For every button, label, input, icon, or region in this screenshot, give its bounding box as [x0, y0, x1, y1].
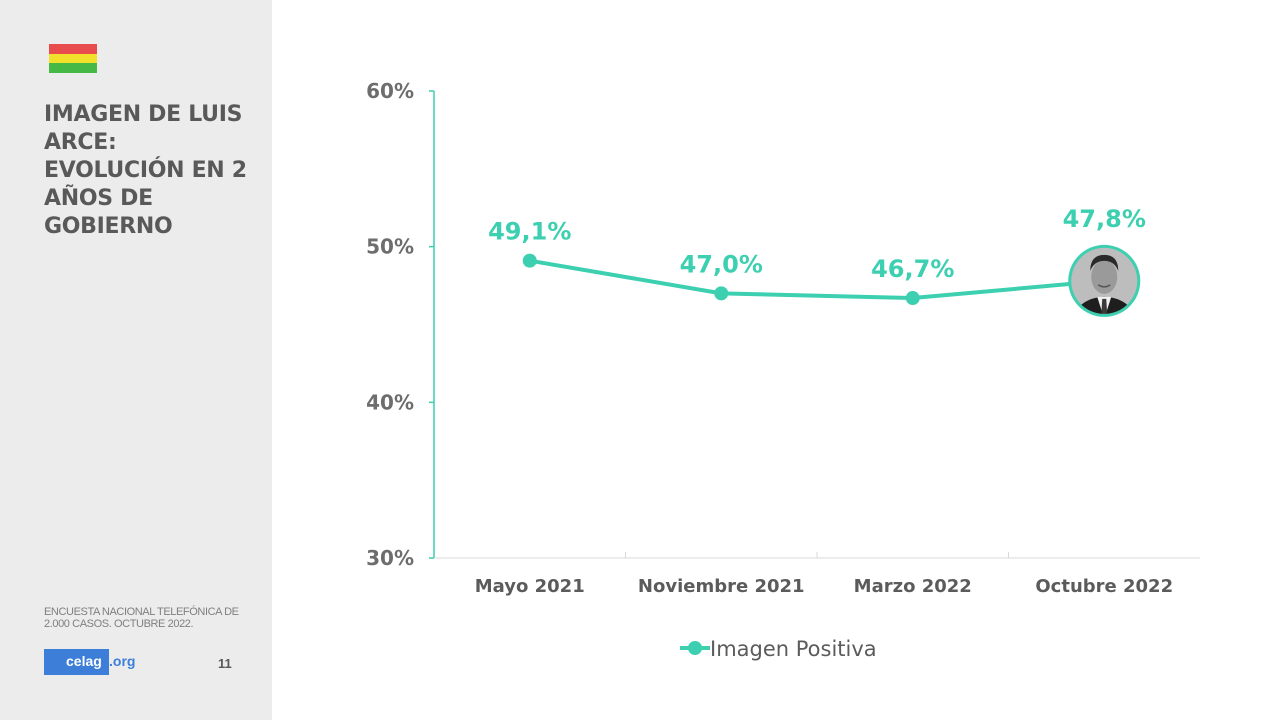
series-line — [527, 258, 1107, 301]
luis-arce-portrait-marker — [1068, 244, 1141, 317]
data-point — [522, 253, 537, 268]
y-axis: 30% 40% 50% 60% — [366, 79, 435, 570]
portrait-hair — [1090, 254, 1119, 271]
line-chart: 30% 40% 50% 60% Mayo 2021 Noviembre 2021 Marz… — [366, 79, 1200, 661]
flag-stripe-red — [49, 44, 97, 54]
data-point — [905, 291, 920, 306]
data-labels: 49,1% 47,0% 46,7% 47,8% — [488, 205, 1146, 283]
x-tick-label: Octubre 2022 — [1035, 576, 1173, 597]
flag-stripe-green — [49, 63, 97, 73]
x-tick-label: Mayo 2021 — [475, 576, 585, 597]
slide-title: IMAGEN DE LUIS ARCE: EVOLUCIÓN EN 2 AÑOS… — [44, 102, 247, 239]
page-number: 11 — [218, 656, 232, 671]
legend-marker — [688, 641, 702, 655]
celag-logo[interactable]: celag .org — [44, 649, 144, 675]
x-tick-label: Marzo 2022 — [854, 576, 972, 597]
x-axis: Mayo 2021 Noviembre 2021 Marzo 2022 Octubre… — [434, 552, 1200, 597]
logo-text-celag: celag — [66, 653, 102, 669]
y-tick-label: 50% — [366, 235, 414, 259]
data-label: 49,1% — [488, 218, 571, 246]
legend-label: Imagen Positiva — [710, 637, 877, 661]
x-tick-label: Noviembre 2021 — [638, 576, 805, 597]
data-point — [714, 286, 729, 301]
portrait-mouth — [1097, 284, 1111, 288]
data-label: 47,8% — [1063, 205, 1146, 233]
legend: Imagen Positiva — [680, 637, 877, 661]
portrait-suit — [1074, 296, 1135, 314]
y-tick-label: 30% — [366, 546, 414, 570]
portrait-face — [1091, 259, 1118, 294]
source-note: ENCUESTA NACIONAL TELEFÓNICA DE 2.000 CA… — [44, 606, 239, 630]
data-label: 46,7% — [871, 255, 954, 283]
logo-box — [44, 649, 109, 675]
bolivia-flag-icon — [49, 44, 97, 73]
data-label: 47,0% — [680, 250, 763, 278]
y-tick-label: 40% — [366, 390, 414, 414]
portrait-tie — [1101, 298, 1108, 314]
logo-text-org: .org — [109, 653, 136, 669]
flag-stripe-yellow — [49, 53, 97, 64]
series-imagen-positiva — [522, 244, 1141, 317]
sidebar: IMAGEN DE LUIS ARCE: EVOLUCIÓN EN 2 AÑOS… — [0, 0, 272, 720]
y-tick-label: 60% — [366, 79, 414, 103]
portrait-photo-icon — [1071, 247, 1138, 314]
